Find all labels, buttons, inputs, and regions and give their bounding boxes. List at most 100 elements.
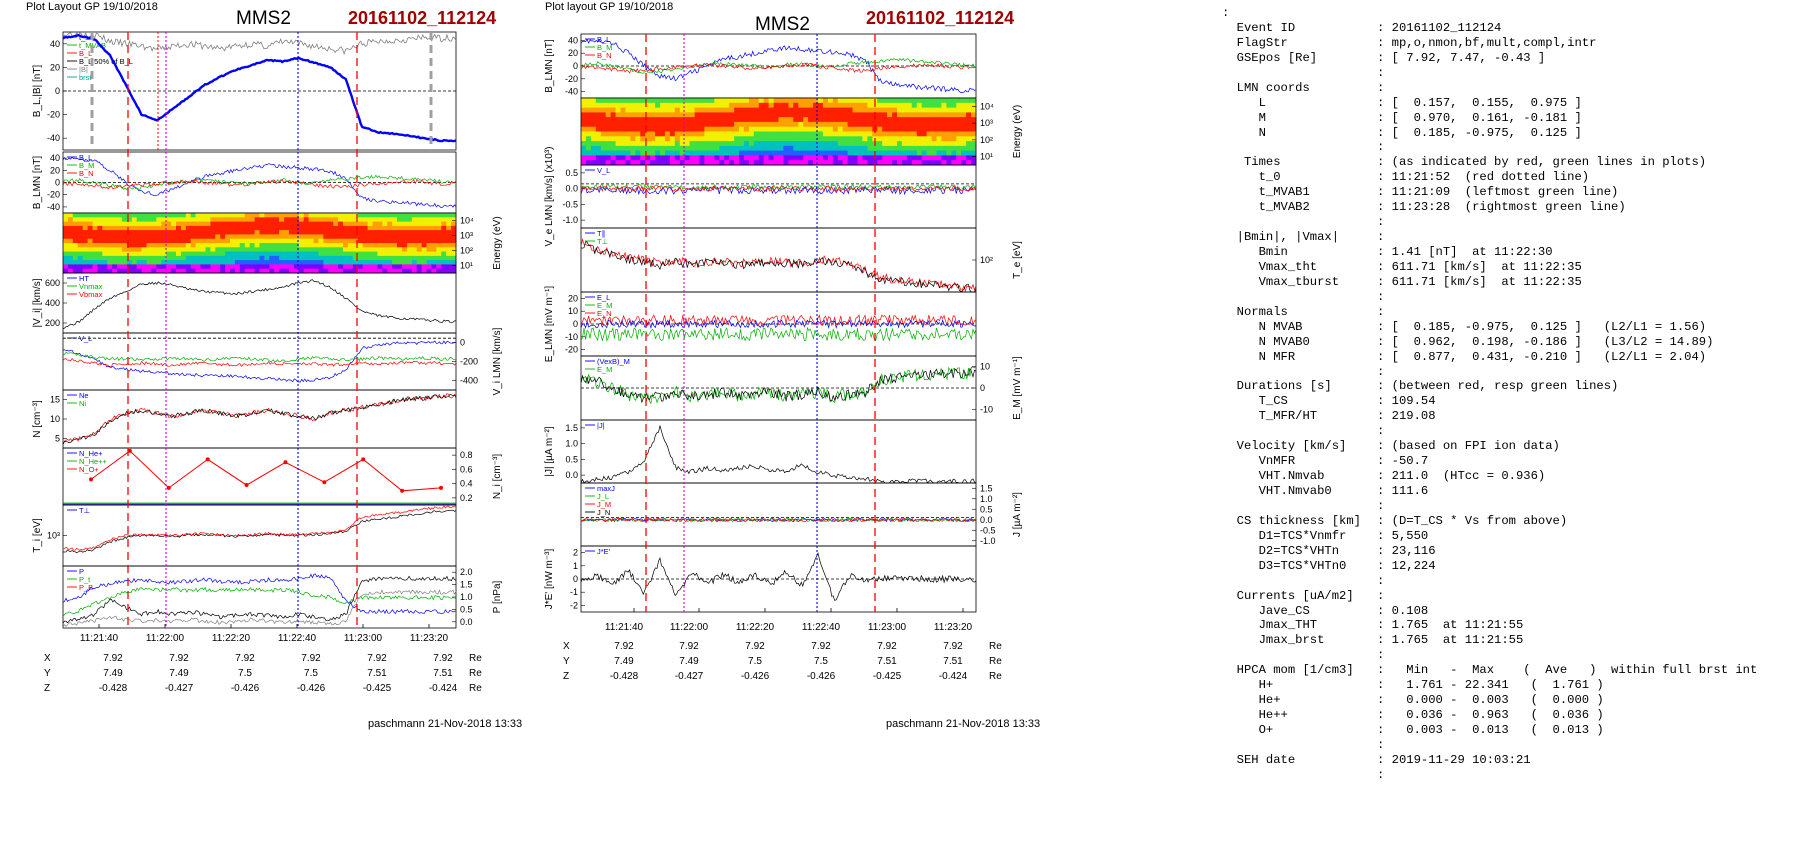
spectrogram-cell [743,155,750,161]
right-panel-ylabel: T_e [eV] [1012,241,1023,279]
spectrogram-cell [581,117,587,123]
spectrogram-cell [298,225,305,231]
spectrogram-cell [166,217,172,222]
spectrogram-cell [117,251,123,257]
spectrogram-cell [161,247,167,252]
spectrogram-cell [650,141,656,147]
spectrogram-cell [274,221,280,227]
spectrogram-cell [739,145,745,152]
spectrogram-cell [63,251,69,257]
spectrogram-cell [249,230,255,235]
spectrogram-cell [234,230,241,235]
spectrogram-cell [901,160,908,166]
right-series-EL [580,319,977,330]
spectrogram-cell [313,234,319,240]
spectrogram-cell [887,145,893,152]
left-legend-entry: P_B [79,583,93,592]
spectrogram-cell [126,238,133,244]
spectrogram-cell [773,121,779,128]
spectrogram-cell [200,238,206,244]
spectrogram-cell [436,221,442,227]
spectrogram-cell [259,213,265,218]
spectrogram-cell [323,247,329,252]
spectrogram-cell [901,107,908,113]
spectrogram-cell [112,264,118,270]
spectrogram-cell [897,136,903,142]
spectrogram-cell [318,251,324,257]
spectrogram-cell [298,238,305,244]
spectrogram-cell [887,117,893,123]
left-pos-value: 7.92 [301,653,321,664]
spectrogram-cell [436,247,442,252]
spectrogram-cell [832,141,839,147]
spectrogram-cell [136,260,142,265]
spectrogram-cell [333,251,339,257]
summary-value: : -50.7 [1377,454,1429,469]
spectrogram-cell [97,247,103,252]
spectrogram-cell [141,234,147,240]
spectrogram-cell [585,112,592,118]
spectrogram-cell [234,260,241,265]
spectrogram-cell [190,225,196,231]
spectrogram-cell [347,213,354,218]
summary-value: : [1377,289,1385,304]
spectrogram-cell [136,247,142,252]
spectrogram-cell [660,117,666,123]
spectrogram-cell [655,141,661,147]
spectrogram-cell [872,121,878,128]
spectrogram-cell [411,264,418,270]
spectrogram-cell [956,112,962,118]
spectrogram-cell [92,230,98,235]
spectrogram-cell [936,98,942,104]
spectrogram-cell [581,131,587,137]
spectrogram-cell [615,107,621,113]
spectrogram-cell [343,264,349,270]
spectrogram-cell [136,255,142,261]
spectrogram-cell [180,255,187,261]
spectrogram-cell [293,260,300,265]
spectrogram-cell [605,107,611,113]
right-y2-tick-label: 0.0 [980,515,993,525]
spectrogram-cell [264,238,270,244]
spectrogram-cell [161,264,167,270]
spectrogram-cell [210,247,216,252]
spectrogram-cell [763,145,769,152]
spectrogram-cell [293,255,300,261]
spectrogram-cell [352,243,359,248]
spectrogram-cell [254,251,260,257]
spectrogram-cell [660,102,666,108]
spectrogram-cell [136,264,142,270]
spectrogram-cell [87,243,93,248]
spectrogram-cell [630,121,636,128]
spectrogram-cell [176,234,182,240]
left-pos-value: -0.424 [429,683,458,694]
right-y2-tick-label: -1.0 [980,536,996,546]
spectrogram-cell [911,136,918,142]
spectrogram-cell [210,234,216,240]
spectrogram-cell [778,102,784,108]
spectrogram-cell [225,234,231,240]
spectrogram-cell [660,126,666,132]
spectrogram-cell [279,255,285,261]
spectrogram-cell [635,98,641,104]
spectrogram-cell [402,221,408,227]
spectrogram-cell [402,243,408,248]
spectrogram-cell [131,225,138,231]
spectrogram-cell [402,238,408,244]
spectrogram-cell [669,112,676,118]
spectrogram-cell [112,217,118,222]
spectrogram-cell [867,126,873,132]
spectrogram-cell [200,264,206,270]
spectrogram-cell [694,141,700,147]
spectrogram-cell [966,150,972,156]
spectrogram-cell [803,141,809,147]
spectrogram-cell [92,217,98,222]
summary-key: HPCA mom [1/cm3] [1222,663,1354,678]
spectrogram-cell [778,117,784,123]
spectrogram-cell [941,107,947,113]
spectrogram-cell [323,221,329,227]
spectrogram-cell [210,217,216,222]
spectrogram-cell [729,160,735,166]
spectrogram-cell [382,230,388,235]
spectrogram-cell [338,264,344,270]
